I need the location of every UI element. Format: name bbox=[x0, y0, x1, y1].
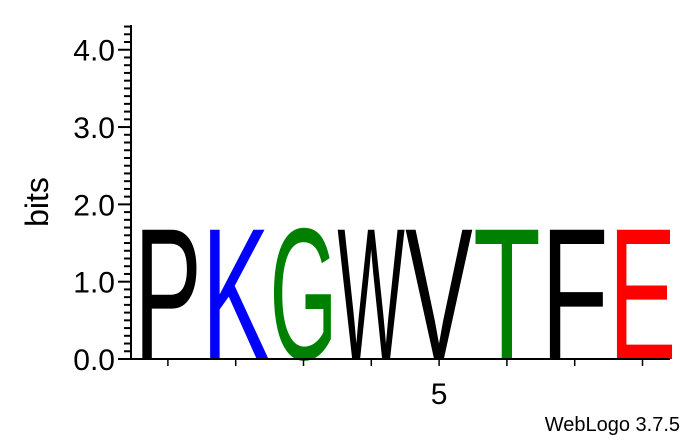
logo-letter-K: K bbox=[202, 190, 270, 400]
y-tick-label: 2.0 bbox=[73, 189, 115, 222]
logo-letter-P: P bbox=[134, 190, 202, 400]
x-axis: 5 bbox=[130, 358, 670, 411]
logo-letter-V: V bbox=[405, 188, 472, 398]
y-tick-label: 0.0 bbox=[73, 344, 115, 377]
x-tick-label: 5 bbox=[431, 378, 448, 411]
weblogo-credit: WebLogo 3.7.5 bbox=[544, 414, 680, 436]
y-axis-label: bits bbox=[19, 177, 55, 227]
logo-letter-W: W bbox=[337, 190, 404, 400]
logo-letter-E: E bbox=[609, 190, 677, 400]
y-tick-label: 1.0 bbox=[73, 267, 115, 300]
y-tick-label: 3.0 bbox=[73, 112, 115, 145]
logo-letter-G: G bbox=[270, 190, 338, 400]
logo-letter-T: T bbox=[473, 189, 541, 400]
y-tick-label: 4.0 bbox=[73, 35, 115, 68]
logo-letter-F: F bbox=[541, 189, 609, 400]
y-axis: 0.0 1.0 2.0 3.0 4.0 bbox=[73, 25, 132, 377]
